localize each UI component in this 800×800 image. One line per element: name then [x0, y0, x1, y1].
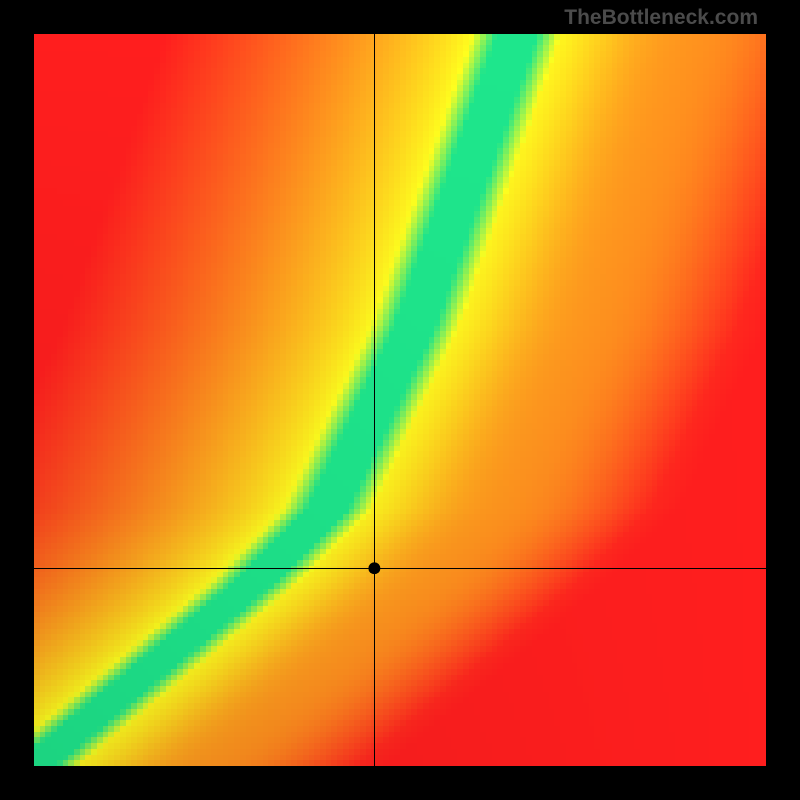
heatmap-canvas	[34, 34, 766, 766]
watermark-text: TheBottleneck.com	[564, 6, 758, 30]
chart-frame: TheBottleneck.com	[0, 0, 800, 800]
heatmap-plot	[34, 34, 766, 766]
